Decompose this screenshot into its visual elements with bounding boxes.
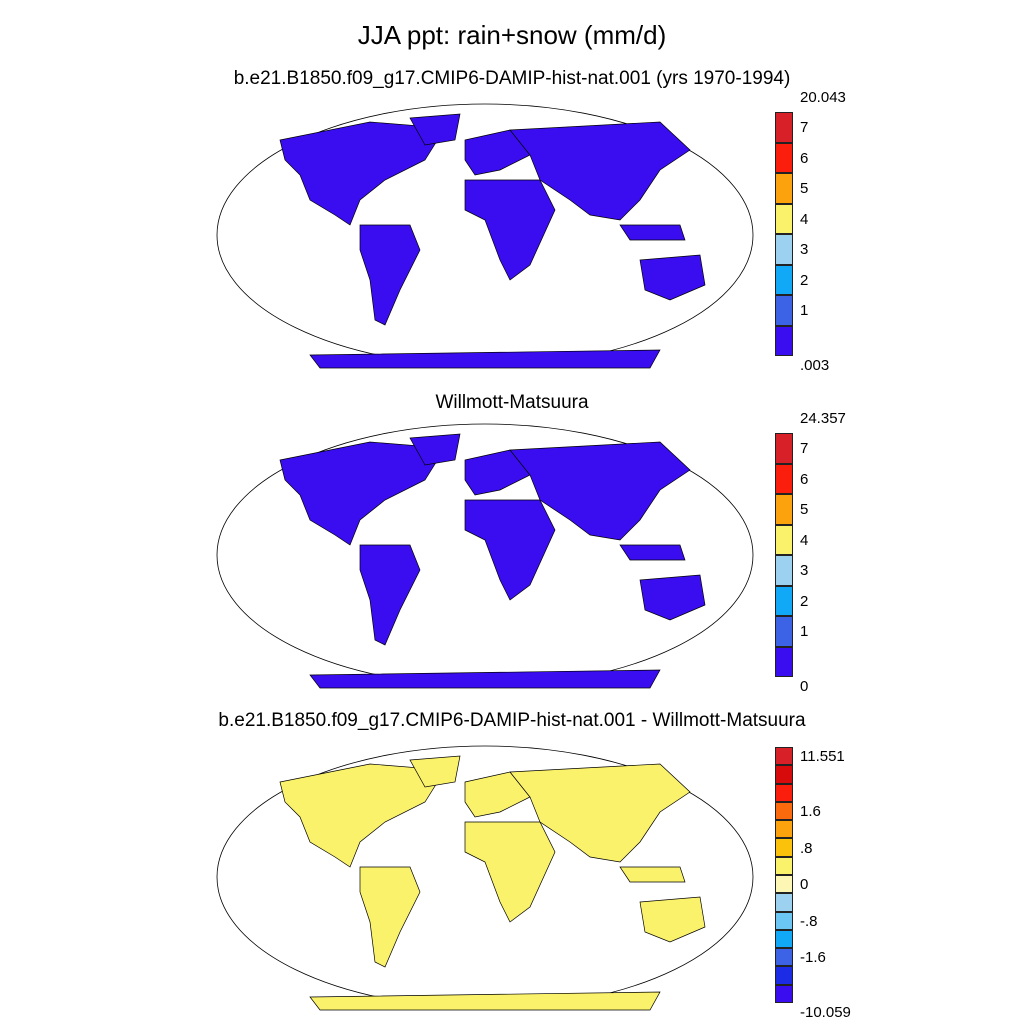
south-america-landmass [359, 224, 421, 326]
south-america-landmass [359, 544, 421, 646]
panel-3-title: b.e21.B1850.f09_g17.CMIP6-DAMIP-hist-nat… [218, 710, 806, 731]
asia-landmass [509, 121, 691, 221]
colorbar-segment [775, 984, 793, 1003]
colorbar-label: 4 [800, 531, 809, 549]
colorbar-segment [775, 295, 793, 326]
colorbar-label: 0 [800, 678, 809, 695]
colorbar-label: 7 [800, 440, 809, 458]
maritime-landmass [619, 544, 686, 561]
colorbar-segment [775, 966, 793, 985]
colorbar-label: 1.6 [800, 803, 821, 820]
greenland-landmass [409, 755, 461, 788]
colorbar-segment [775, 555, 793, 586]
panel-1-colorbar [775, 112, 793, 356]
colorbar-segment [775, 747, 793, 766]
colorbar-label: 3 [800, 241, 809, 259]
colorbar-segment [775, 820, 793, 839]
colorbar-segment [775, 801, 793, 821]
colorbar-segment [775, 783, 793, 802]
maritime-landmass [619, 224, 686, 241]
colorbar-label: 6 [800, 149, 809, 167]
africa-landmass [464, 821, 556, 923]
colorbar-label: 20.043 [800, 88, 846, 106]
australia-landmass [639, 896, 706, 943]
colorbar-segment [775, 112, 793, 143]
australia-landmass [639, 574, 706, 621]
colorbar-label: 2 [800, 592, 809, 610]
colorbar-label: 4 [800, 210, 809, 228]
antarctica-landmass [309, 349, 661, 369]
asia-landmass [509, 763, 691, 863]
south-america-landmass [359, 866, 421, 968]
colorbar-segment [775, 585, 793, 616]
colorbar-segment [775, 929, 793, 949]
colorbar-label: -1.6 [800, 949, 826, 967]
colorbar-segment [775, 173, 793, 204]
colorbar-segment [775, 524, 793, 555]
colorbar-segment [775, 463, 793, 494]
colorbar-label: 2 [800, 271, 809, 289]
australia-landmass [639, 254, 706, 301]
panel-3-map [216, 745, 754, 1011]
colorbar-segment [775, 203, 793, 234]
antarctica-landmass [309, 991, 661, 1011]
colorbar-segment [775, 893, 793, 912]
colorbar-segment [775, 616, 793, 647]
colorbar-segment [775, 875, 793, 894]
colorbar-segment [775, 856, 793, 875]
panel-3-colorbar [775, 747, 793, 1003]
colorbar-label: 5 [800, 180, 809, 198]
panel-2-map [216, 423, 754, 689]
colorbar-label: 1 [800, 302, 809, 320]
colorbar-label: 5 [800, 501, 809, 519]
colorbar-label: 7 [800, 119, 809, 137]
greenland-landmass [409, 113, 461, 146]
colorbar-segment [775, 494, 793, 525]
colorbar-segment [775, 765, 793, 784]
colorbar-segment [775, 838, 793, 857]
greenland-landmass [409, 433, 461, 466]
colorbar-label: -10.059 [800, 1004, 851, 1021]
colorbar-label: .8 [800, 839, 813, 857]
colorbar-segment [775, 264, 793, 295]
colorbar-label: 24.357 [800, 409, 846, 427]
colorbar-segment [775, 911, 793, 930]
figure-title: JJA ppt: rain+snow (mm/d) [357, 20, 667, 50]
colorbar-label: 1 [800, 623, 809, 641]
colorbar-label: 11.551 [800, 748, 845, 766]
colorbar-segment [775, 325, 793, 356]
colorbar-label: 0 [800, 876, 809, 894]
asia-landmass [509, 441, 691, 541]
colorbar-segment [775, 948, 793, 967]
colorbar-label: -.8 [800, 912, 818, 930]
colorbar-label: 3 [800, 562, 809, 580]
colorbar-label: .003 [800, 357, 830, 374]
colorbar-segment [775, 646, 793, 677]
colorbar-segment [775, 433, 793, 464]
colorbar-segment [775, 234, 793, 265]
maritime-landmass [619, 866, 686, 883]
colorbar-label: 6 [800, 470, 809, 488]
panel-1-title: b.e21.B1850.f09_g17.CMIP6-DAMIP-hist-nat… [233, 68, 791, 89]
panel-2-title: Willmott-Matsuura [435, 392, 589, 413]
antarctica-landmass [309, 669, 661, 689]
africa-landmass [464, 179, 556, 281]
panel-1-map [216, 103, 754, 369]
panel-2-colorbar [775, 433, 793, 677]
colorbar-segment [775, 142, 793, 173]
africa-landmass [464, 499, 556, 601]
